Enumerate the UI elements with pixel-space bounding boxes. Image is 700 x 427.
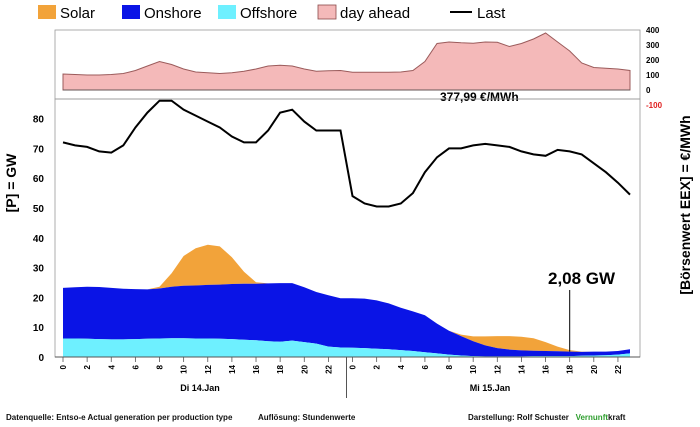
x-tick-label-23: 22: [614, 364, 623, 373]
price-tick-label--100: -100: [646, 101, 663, 110]
chart-legend: Solar Onshore Offshore day ahead Last: [38, 4, 506, 22]
power-tick-label-70: 70: [33, 144, 45, 155]
legend-label-last: Last: [477, 5, 506, 22]
x-tick-label-21: 18: [566, 364, 575, 373]
price-tick-label-300: 300: [646, 41, 660, 50]
x-tick-label-19: 14: [517, 364, 526, 373]
power-tick-label-50: 50: [33, 204, 45, 215]
power-tick-label-60: 60: [33, 174, 45, 185]
power-annotation: 2,08 GW: [548, 269, 616, 288]
footer-source: Datenquelle: Entso-e Actual generation p…: [6, 413, 233, 422]
x-tick-label-10: 20: [300, 364, 309, 373]
legend-swatch-onshore: [122, 5, 140, 19]
x-tick-label-9: 18: [276, 364, 285, 373]
power-tick-label-20: 20: [33, 293, 45, 304]
footer-credit-text: Darstellung: Rolf Schuster: [468, 413, 569, 422]
legend-swatch-day-ahead: [317, 4, 337, 20]
axis-labels: [P] = GW [Börsenwert EEX] = €/MWh: [3, 115, 693, 294]
x-tick-label-2: 4: [107, 364, 116, 369]
legend-label-day-ahead: day ahead: [340, 5, 410, 22]
legend-label-offshore: Offshore: [240, 5, 297, 22]
x-tick-label-0: 0: [59, 364, 68, 369]
load-line: [62, 99, 631, 208]
x-tick-label-22: 20: [590, 364, 599, 373]
price-panel: -100 0 100 200 300 400 377,99 €/MWh: [54, 26, 663, 110]
x-tick-label-8: 16: [252, 364, 261, 373]
solar-area: [63, 244, 630, 352]
price-tick-label-0: 0: [646, 86, 651, 95]
power-panel: 0 10 20 30 40 50 60 70 80 2,08 GW: [33, 98, 641, 364]
price-tick-label-100: 100: [646, 71, 660, 80]
x-tick-label-16: 8: [445, 364, 454, 369]
x-tick-label-7: 14: [228, 364, 237, 373]
x-tick-label-13: 2: [373, 364, 382, 369]
x-axis: 0 2 4 6 8 10 12 14 16 18 20 22 0 2 4 6 8 10 12 14 16 18 20 22 Di…: [55, 356, 640, 398]
price-area: [62, 32, 631, 91]
x-tick-label-14: 4: [397, 364, 406, 369]
day-label-0: Di 14.Jan: [180, 383, 220, 393]
price-tick-label-400: 400: [646, 26, 660, 35]
x-tick-label-5: 10: [180, 364, 189, 373]
power-tick-label-80: 80: [33, 115, 45, 126]
footer-brand-b: kraft: [608, 413, 626, 422]
legend-swatch-offshore: [218, 5, 236, 19]
power-tick-label-30: 30: [33, 264, 45, 275]
x-tick-label-11: 22: [324, 364, 333, 373]
x-tick-label-12: 0: [349, 364, 358, 369]
footer-credit: Darstellung: Rolf Schuster Vernunftkraft: [468, 413, 625, 422]
x-tick-label-20: 16: [542, 364, 551, 373]
legend-swatch-solar: [38, 5, 56, 19]
power-tick-label-10: 10: [33, 323, 45, 334]
price-y-axis-label: [Börsenwert EEX] = €/MWh: [677, 115, 693, 294]
x-tick-label-17: 10: [469, 364, 478, 373]
footer-brand-a: Vernunft: [575, 413, 609, 422]
x-tick-label-3: 6: [131, 364, 140, 369]
x-tick-label-1: 2: [83, 364, 92, 369]
day-label-1: Mi 15.Jan: [470, 383, 511, 393]
price-annotation: 377,99 €/MWh: [440, 90, 519, 104]
legend-label-solar: Solar: [60, 5, 95, 22]
legend-label-onshore: Onshore: [144, 5, 202, 22]
power-y-axis-label: [P] = GW: [3, 153, 19, 213]
footer-resolution: Auflösung: Stundenwerte: [258, 413, 356, 422]
energy-chart: Solar Onshore Offshore day ahead Last -100 0 1…: [3, 4, 693, 398]
power-tick-label-40: 40: [33, 234, 45, 245]
x-tick-label-18: 12: [493, 364, 502, 373]
x-tick-label-15: 6: [421, 364, 430, 369]
price-tick-label-200: 200: [646, 56, 660, 65]
power-tick-label-0: 0: [38, 353, 44, 364]
offshore-area: [63, 338, 630, 357]
onshore-area: [63, 283, 630, 357]
x-tick-label-4: 8: [156, 364, 165, 369]
x-tick-label-6: 12: [204, 364, 213, 373]
